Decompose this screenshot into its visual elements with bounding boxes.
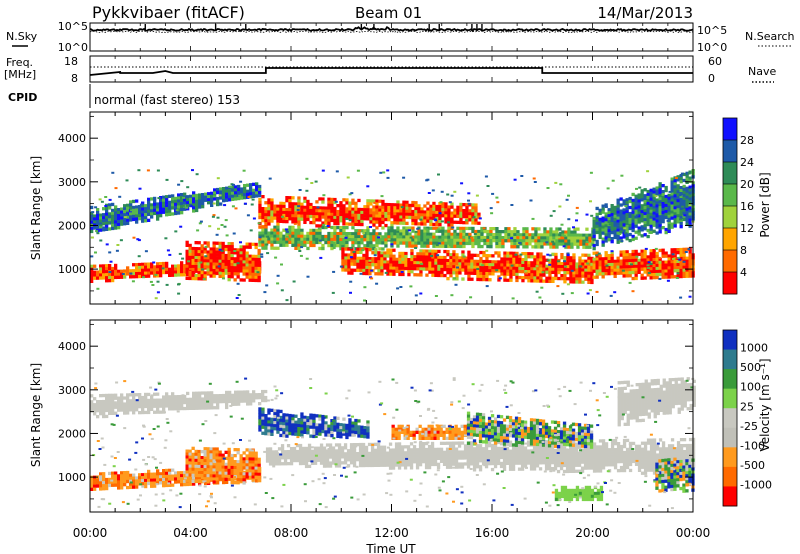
echo-band (341, 247, 594, 285)
x-tick-label: 12:00 (374, 526, 409, 540)
y-tick-label: 3000 (58, 384, 86, 397)
echo-band (466, 411, 594, 449)
colorbar-swatch (723, 369, 737, 390)
nsky-strip: N.Sky 10^5 10^0 10^5 10^0 N.Search (6, 20, 795, 54)
echo-band (258, 195, 481, 229)
colorbar-tick-label: -25 (740, 420, 758, 433)
y-tick-label: 4000 (58, 132, 86, 145)
echo-band (90, 182, 262, 234)
echo-band (554, 485, 604, 502)
velocity-panel: 1000 2000 3000 4000 00:00 04:00 08:00 12:00 16:0… (29, 319, 711, 554)
echo-band (90, 389, 268, 419)
colorbar-swatch (723, 250, 737, 273)
freq-tick-top: 18 (64, 55, 78, 68)
echo-band (592, 247, 695, 281)
date-label: 14/Mar/2013 (597, 4, 693, 22)
colorbar-swatch (723, 330, 737, 350)
x-tick-label: 04:00 (173, 526, 208, 540)
colorbar-swatch (723, 140, 737, 163)
colorbar-tick-label: 500 (740, 361, 761, 374)
y-tick-label: 1000 (58, 471, 86, 484)
y-tick-label: 2000 (58, 427, 86, 440)
sparse-echoes (90, 169, 695, 302)
colorbar-tick-label: 16 (740, 200, 754, 213)
nsearch-tick-top: 10^5 (697, 24, 727, 37)
velocity-ylabel: Slant Range [km] (29, 363, 43, 467)
x-tick-label: 00:00 (676, 526, 711, 540)
x-tick-label: 20:00 (575, 526, 610, 540)
colorbar-tick-label: 12 (740, 222, 754, 235)
colorbar-swatch (723, 486, 737, 507)
nsky-tick-bottom: 10^0 (58, 41, 88, 54)
sparse-echoes (92, 377, 696, 510)
colorbar-tick-label: -100 (740, 439, 765, 452)
colorbar-tick-label: 24 (740, 156, 754, 169)
colorbar-swatch (723, 388, 737, 409)
freq-strip: Freq. [MHz] 18 8 60 0 Nave (4, 55, 776, 85)
y-tick-label: 4000 (58, 340, 86, 353)
nsearch-label: N.Search (745, 30, 795, 43)
echo-band (391, 424, 470, 440)
velocity-colorbar-label: Velocity [m s⁻¹] (758, 358, 772, 451)
nave-tick-top: 60 (708, 55, 722, 68)
nsearch-tick-bottom: 10^0 (697, 41, 727, 54)
colorbar-swatch (723, 206, 737, 229)
nave-tick-bottom: 0 (708, 72, 715, 85)
colorbar-swatch (723, 349, 737, 370)
x-tick-label: 16:00 (475, 526, 510, 540)
x-tick-label: 00:00 (73, 526, 108, 540)
y-tick-label: 3000 (58, 176, 86, 189)
echo-band (592, 169, 695, 251)
beam-label: Beam 01 (355, 4, 422, 22)
freq-unit: [MHz] (4, 68, 36, 81)
cpid-text: normal (fast stereo) 153 (94, 93, 240, 107)
colorbar-tick-label: 25 (740, 400, 754, 413)
echo-band (185, 240, 261, 283)
colorbar-swatch (723, 466, 737, 487)
freq-tick-bottom: 8 (71, 72, 78, 85)
colorbar-swatch (723, 228, 737, 251)
colorbar-tick-label: -500 (740, 459, 765, 472)
colorbar-tick-label: 1000 (740, 342, 768, 355)
nave-label: Nave (748, 65, 776, 78)
power-ylabel: Slant Range [km] (29, 156, 43, 260)
colorbar-swatch (723, 162, 737, 185)
y-tick-label: 1000 (58, 263, 86, 276)
echo-band (258, 407, 370, 440)
colorbar-tick-label: 28 (740, 134, 754, 147)
colorbar-swatch (723, 118, 737, 141)
station-title: Pykkvibaer (fitACF) (92, 3, 245, 22)
colorbar-tick-label: -1000 (740, 478, 772, 491)
power-panel: 1000 2000 3000 4000 Slant Range [km] (29, 111, 695, 305)
colorbar-swatch (723, 427, 737, 448)
colorbar-tick-label: 8 (740, 244, 747, 257)
echo-band (617, 377, 696, 427)
nsky-tick-top: 10^5 (58, 20, 88, 33)
velocity-colorbar: 1000 500 100 25 -25 -100 -500 -1000 Velocity [m… (722, 329, 772, 507)
colorbar-tick-label: 4 (740, 266, 747, 279)
x-axis-label: Time UT (365, 542, 416, 554)
nsky-label: N.Sky (6, 30, 38, 43)
colorbar-swatch (723, 447, 737, 468)
colorbar-swatch (723, 408, 737, 429)
x-tick-label: 08:00 (274, 526, 309, 540)
freq-label: Freq. (6, 56, 33, 69)
cpid-label: CPID (8, 91, 37, 104)
power-colorbar: 28 24 20 16 12 8 4 Power [dB] (722, 117, 772, 295)
power-colorbar-label: Power [dB] (758, 172, 772, 237)
colorbar-swatch (723, 272, 737, 295)
colorbar-swatch (723, 184, 737, 207)
colorbar-tick-label: 100 (740, 381, 761, 394)
echo-band (185, 446, 261, 485)
echo-band (258, 225, 595, 251)
y-tick-label: 2000 (58, 219, 86, 232)
colorbar-tick-label: 20 (740, 178, 754, 191)
